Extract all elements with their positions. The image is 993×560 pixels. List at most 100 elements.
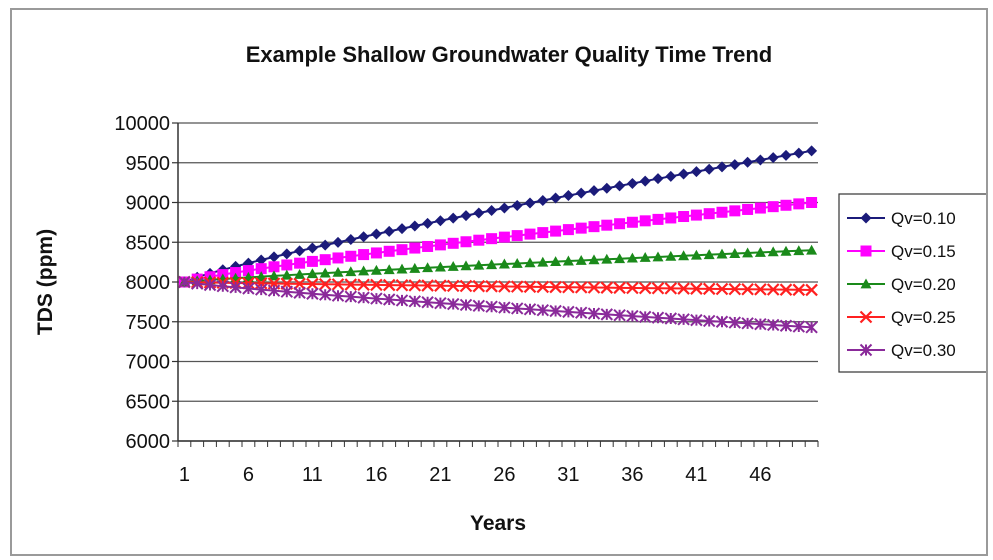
data-point [396, 244, 408, 256]
data-point [434, 279, 447, 292]
data-point [793, 245, 805, 256]
y-axis-label: TDS (ppm) [34, 229, 57, 335]
series-qv-0-10 [178, 145, 818, 288]
data-point [639, 175, 651, 187]
data-point [422, 240, 434, 252]
legend-entry-label: Qv=0.20 [891, 275, 956, 294]
data-point [306, 287, 319, 300]
data-point [588, 185, 600, 197]
y-tick-label: 6000 [126, 431, 171, 453]
data-point [332, 236, 344, 248]
data-point [408, 295, 422, 308]
data-point [409, 242, 421, 254]
data-point [395, 278, 409, 292]
data-point [396, 223, 408, 235]
data-point [267, 284, 281, 297]
data-point [281, 248, 293, 260]
data-point [767, 246, 779, 257]
data-point [472, 299, 486, 313]
data-point [549, 280, 562, 294]
data-point [344, 278, 358, 291]
x-tick-label: 16 [365, 464, 387, 486]
data-point [792, 283, 806, 297]
data-point [678, 168, 690, 180]
data-point [409, 220, 421, 232]
data-point [370, 247, 382, 259]
data-point [332, 266, 344, 277]
data-point [690, 313, 703, 327]
data-point [702, 314, 716, 328]
data-point [562, 280, 575, 294]
data-point [446, 279, 460, 293]
data-point [652, 213, 664, 225]
x-tick-label: 41 [685, 464, 707, 486]
data-point [306, 268, 318, 279]
data-point [383, 245, 395, 257]
data-point [703, 163, 715, 175]
data-point [255, 271, 267, 282]
data-point [345, 250, 357, 262]
series-qv-0-25 [178, 275, 818, 297]
data-point [255, 254, 267, 266]
data-point [190, 277, 204, 290]
data-point [574, 281, 588, 294]
data-point [664, 282, 678, 295]
x-tick-label: 31 [557, 464, 579, 486]
data-point [729, 159, 741, 171]
data-point [268, 261, 280, 273]
data-point [575, 187, 587, 199]
y-tick-label: 7500 [126, 312, 171, 334]
x-tick-label: 36 [621, 464, 643, 486]
data-point [498, 258, 510, 269]
data-point [678, 250, 690, 261]
data-point [600, 308, 614, 321]
data-point [370, 228, 382, 240]
data-point [613, 309, 626, 322]
data-point [523, 280, 537, 294]
data-point [639, 252, 651, 262]
data-point [280, 285, 294, 298]
data-point [446, 297, 460, 311]
data-point [486, 259, 498, 270]
data-point [242, 265, 254, 277]
data-point [793, 147, 805, 159]
data-point [498, 301, 511, 314]
data-point [665, 170, 677, 182]
data-point [716, 161, 728, 173]
data-point [742, 156, 754, 168]
data-point [216, 280, 230, 293]
data-point [536, 280, 550, 294]
data-point [434, 296, 447, 310]
data-point [651, 281, 665, 295]
x-tick-label: 21 [429, 464, 451, 486]
x-tick-label: 1 [179, 464, 190, 486]
data-point [485, 280, 498, 293]
data-point [779, 283, 793, 296]
data-point [331, 278, 345, 291]
data-point [345, 266, 357, 277]
x-tick-label: 11 [302, 464, 323, 486]
data-point [729, 205, 741, 217]
data-point [447, 237, 459, 249]
data-point [422, 217, 434, 229]
data-point [652, 251, 664, 262]
data-point [459, 298, 473, 312]
data-point [626, 281, 639, 295]
data-point [486, 204, 498, 216]
data-point [511, 199, 523, 211]
data-point [319, 254, 331, 266]
x-tick-label: 26 [493, 464, 515, 486]
data-point [434, 239, 446, 251]
data-point [434, 261, 446, 272]
y-tick-label: 7000 [126, 352, 171, 374]
data-point [460, 210, 472, 222]
x-axis-label: Years [470, 512, 526, 535]
data-point [357, 291, 370, 304]
data-point [345, 234, 357, 246]
data-point [306, 277, 319, 291]
y-tick-label: 6500 [126, 391, 171, 413]
x-tick-label: 6 [243, 464, 254, 486]
data-point [537, 194, 549, 206]
y-tick-label: 9500 [126, 153, 171, 175]
data-point [626, 216, 638, 228]
